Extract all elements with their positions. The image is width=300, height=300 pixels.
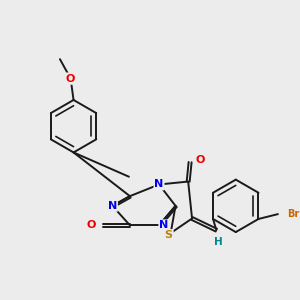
- Text: O: O: [66, 74, 75, 84]
- Text: N: N: [108, 201, 117, 211]
- Text: Br: Br: [287, 209, 300, 219]
- Text: N: N: [159, 220, 169, 230]
- Text: O: O: [195, 155, 205, 165]
- Text: H: H: [214, 237, 223, 247]
- Text: N: N: [154, 179, 164, 190]
- Text: O: O: [66, 74, 75, 84]
- Text: S: S: [165, 230, 173, 240]
- Text: O: O: [86, 220, 96, 230]
